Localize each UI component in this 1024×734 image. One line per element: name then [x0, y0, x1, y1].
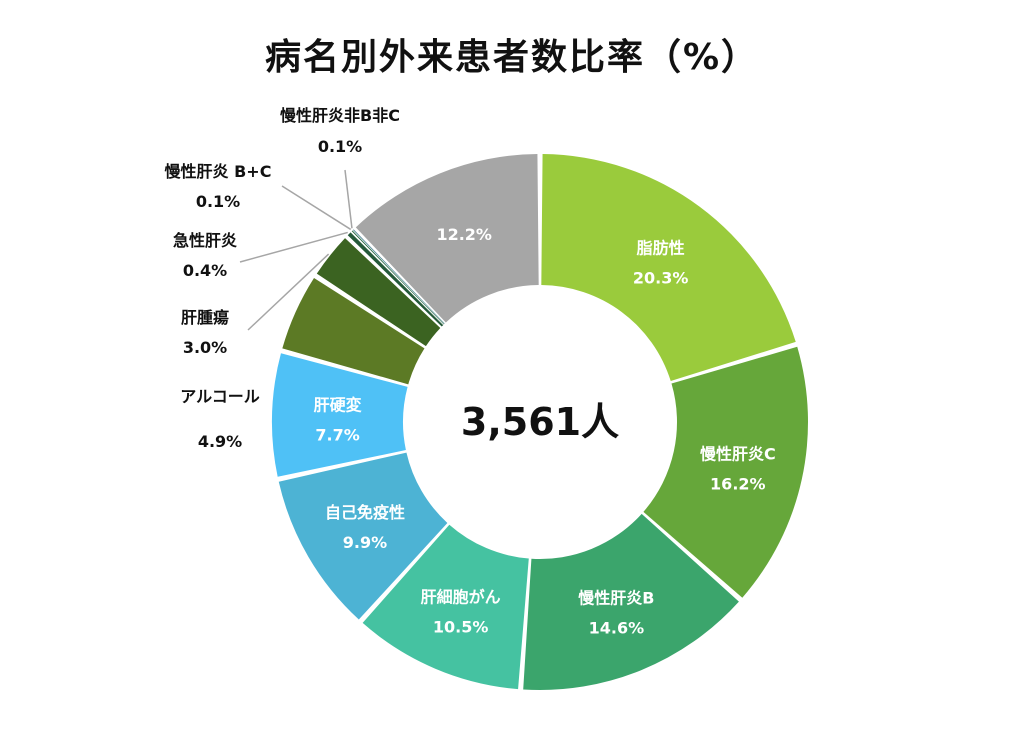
slice-name-label: 急性肝炎 [173, 231, 237, 250]
donut-slice [362, 524, 529, 690]
donut-slice [278, 452, 448, 620]
slice-value-label: 0.4% [183, 261, 227, 280]
slice-value-label: 7.7% [315, 426, 359, 445]
slice-value-label: 20.3% [633, 268, 689, 287]
donut-slice [316, 238, 441, 347]
slice-name-label: 慢性肝炎B [578, 589, 654, 608]
chart-title: 病名別外来患者数比率（%） [264, 37, 760, 78]
donut-slice [643, 346, 809, 598]
slice-name-label: 肝細胞がん [421, 587, 501, 606]
slice-name-label: 慢性肝炎非B非C [280, 106, 400, 125]
slice-value-label: 0.1% [196, 192, 240, 211]
donut-slice [272, 353, 408, 477]
donut-slice [352, 229, 445, 324]
slice-name-label: 肝硬変 [314, 396, 362, 415]
leader-line [344, 169, 353, 229]
leader-line [239, 231, 348, 263]
slice-name-label: 自己免疫性 [325, 503, 405, 522]
donut-slice [282, 277, 425, 385]
leader-line [281, 185, 352, 231]
slice-value-label: 14.6% [589, 619, 645, 638]
slice-name-label: 慢性肝炎C [700, 444, 776, 463]
donut-slice [541, 154, 796, 382]
donut-slice [355, 154, 539, 323]
donut-slice [347, 232, 444, 327]
slice-name-label: アルコール [180, 387, 260, 406]
slice-value-label: 12.2% [436, 225, 492, 244]
center-label: 3,561人 [461, 400, 619, 444]
slice-value-label: 0.1% [318, 137, 362, 156]
slice-name-label: 慢性肝炎 B+C [165, 162, 272, 181]
donut-slice [523, 513, 739, 690]
slice-value-label: 10.5% [433, 617, 489, 636]
slice-value-label: 16.2% [710, 474, 766, 493]
slice-value-label: 9.9% [343, 533, 387, 552]
donut-slice [351, 230, 445, 325]
slice-value-label: 3.0% [183, 338, 227, 357]
slice-value-label: 4.9% [198, 432, 242, 451]
slice-name-label: 肝腫瘍 [181, 308, 229, 327]
slice-name-label: 脂肪性 [637, 238, 685, 257]
leader-line [247, 253, 330, 331]
